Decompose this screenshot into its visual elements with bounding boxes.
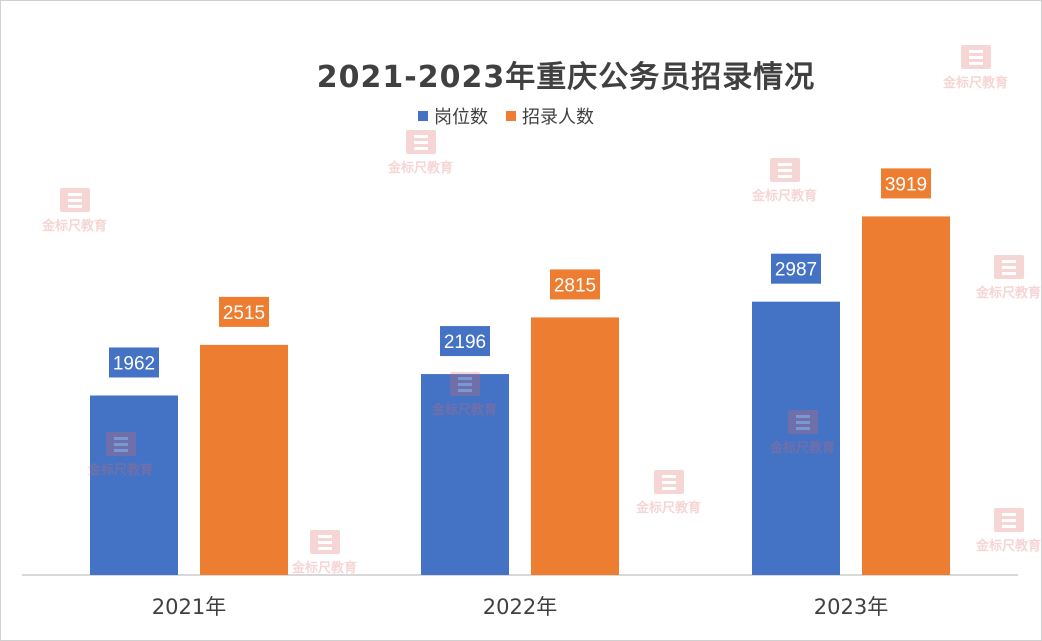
data-label-box — [219, 296, 269, 327]
bar-recruits-0 — [200, 344, 288, 575]
chart-title: 2021-2023年重庆公务员招录情况 — [316, 60, 816, 95]
bar-recruits-2 — [862, 216, 950, 575]
data-label-box — [440, 326, 490, 357]
data-label: 2815 — [554, 275, 596, 296]
legend-swatch-series-0 — [418, 111, 428, 121]
x-tick-label: 2023年 — [814, 595, 888, 619]
data-label: 1962 — [113, 353, 155, 374]
bar-positions-0 — [90, 395, 178, 575]
data-label: 2196 — [444, 332, 486, 353]
legend-swatch-series-1 — [506, 111, 516, 121]
chart-legend: 岗位数 招录人数 — [418, 103, 594, 129]
data-label: 3919 — [885, 174, 927, 195]
data-label-box — [881, 168, 931, 199]
legend-item-series-0: 岗位数 — [418, 103, 488, 129]
data-label: 2515 — [223, 303, 265, 324]
data-label-box — [771, 253, 821, 284]
data-label-box — [109, 347, 159, 378]
bar-positions-2 — [752, 301, 840, 575]
bar-positions-1 — [421, 374, 509, 575]
legend-item-series-1: 招录人数 — [506, 103, 594, 129]
x-tick-label: 2022年 — [483, 595, 557, 619]
x-tick-label: 2021年 — [152, 595, 226, 619]
data-label-box — [550, 269, 600, 300]
legend-label-series-1: 招录人数 — [522, 107, 594, 128]
bar-recruits-1 — [531, 317, 619, 575]
legend-label-series-0: 岗位数 — [434, 107, 488, 128]
data-label: 2987 — [775, 260, 817, 281]
